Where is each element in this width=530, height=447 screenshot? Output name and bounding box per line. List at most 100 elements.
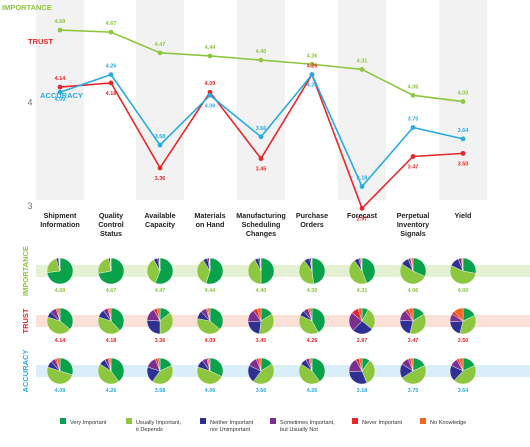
pie-value-label: 4.09 (205, 338, 216, 344)
data-label-trust: 4.14 (55, 76, 67, 82)
series-name-importance: IMPORTANCE (2, 3, 52, 12)
pie-value-label: 4.40 (256, 288, 267, 294)
category-label: Materials (194, 211, 225, 220)
pie-value-label: 4.31 (357, 288, 368, 294)
pie-value-label: 4.06 (205, 388, 216, 394)
category-label: Information (40, 220, 80, 229)
legend-label: Sometimes Important, (280, 420, 335, 426)
pie-value-label: 4.69 (55, 288, 66, 294)
series-point-importance (208, 54, 213, 59)
pie-value-label: 4.67 (106, 288, 117, 294)
series-point-trust (158, 165, 163, 170)
data-label-importance: 4.36 (307, 53, 318, 59)
series-point-accuracy (310, 72, 315, 77)
data-label-trust: 4.18 (106, 91, 117, 97)
series-point-importance (259, 58, 264, 63)
pie-value-label: 3.36 (155, 338, 166, 344)
series-name-accuracy: ACCURACY (40, 91, 83, 100)
legend-label: it Depends (136, 427, 163, 433)
data-label-accuracy: 3.75 (408, 116, 419, 122)
series-point-accuracy (461, 136, 466, 141)
legend-label: Very Important (70, 420, 107, 426)
data-label-trust: 4.26 (307, 64, 318, 70)
series-name-trust: TRUST (28, 37, 53, 46)
legend-swatch (420, 418, 426, 424)
data-label-accuracy: 4.26 (307, 83, 318, 89)
data-label-importance: 4.47 (155, 42, 166, 48)
series-point-importance (411, 93, 416, 98)
data-label-trust: 4.09 (205, 81, 216, 87)
pie-slice (147, 320, 160, 334)
legend-label: Usually Important, (136, 420, 182, 426)
category-label: Quality (99, 211, 123, 220)
column-band (338, 0, 386, 200)
series-point-accuracy (259, 134, 264, 139)
legend-swatch (200, 418, 206, 424)
pie-slice (312, 258, 325, 284)
pie-value-label: 4.06 (408, 288, 419, 294)
series-point-accuracy (411, 125, 416, 130)
data-label-accuracy: 3.18 (357, 176, 368, 182)
y-tick-label: 4 (27, 98, 32, 108)
category-label: Shipment (44, 211, 77, 220)
series-point-accuracy (208, 93, 213, 98)
pie-value-label: 3.18 (357, 388, 368, 394)
pie-row-label: IMPORTANCE (21, 246, 30, 296)
pie-value-label: 4.47 (155, 288, 166, 294)
y-tick-label: 3 (27, 201, 32, 211)
data-label-importance: 4.67 (106, 21, 117, 27)
legend-label: but Usually Not (280, 427, 318, 433)
pie-row-label: ACCURACY (21, 350, 30, 393)
category-label: Capacity (145, 220, 175, 229)
series-point-importance (360, 67, 365, 72)
pie-value-label: 3.45 (256, 338, 267, 344)
pie-value-label: 3.66 (256, 388, 267, 394)
pie-value-label: 4.26 (307, 388, 318, 394)
legend-label: No Knowledge (430, 420, 466, 426)
category-label: Control (98, 220, 124, 229)
series-point-accuracy (360, 184, 365, 189)
pie-value-label: 3.64 (458, 388, 470, 394)
data-label-accuracy: 4.26 (106, 64, 117, 70)
series-point-accuracy (158, 143, 163, 148)
pie-slice (248, 321, 261, 334)
data-label-importance: 4.69 (55, 19, 66, 25)
category-label: Status (100, 229, 122, 238)
series-point-trust (411, 154, 416, 159)
legend-swatch (270, 418, 276, 424)
data-label-accuracy: 4.06 (205, 103, 216, 109)
series-point-trust (58, 85, 63, 90)
series-point-trust (109, 81, 114, 86)
pie-value-label: 3.58 (155, 388, 166, 394)
legend-swatch (352, 418, 358, 424)
pie-value-label: 4.44 (205, 288, 217, 294)
legend-label: Never Important (362, 420, 403, 426)
category-label: Purchase (296, 211, 328, 220)
category-label: Scheduling (242, 220, 281, 229)
legend-label: nor Unimportant (210, 427, 251, 433)
category-label: Inventory (397, 220, 429, 229)
legend-label: Neither Important (210, 420, 254, 426)
series-point-trust (259, 156, 264, 161)
data-label-trust: 3.45 (256, 167, 267, 173)
pie-slice (463, 258, 476, 273)
data-label-trust: 3.47 (408, 164, 419, 170)
category-label: Perpetual (397, 211, 430, 220)
pie-value-label: 4.14 (55, 338, 67, 344)
data-label-accuracy: 3.58 (155, 134, 166, 140)
data-label-trust: 3.36 (155, 176, 166, 182)
category-label: Manufacturing (236, 211, 286, 220)
category-label: on Hand (196, 220, 225, 229)
legend-swatch (126, 418, 132, 424)
pie-value-label: 3.47 (408, 338, 419, 344)
pie-value-label: 3.75 (408, 388, 419, 394)
category-label: Forecast (347, 211, 378, 220)
series-point-importance (109, 30, 114, 35)
data-label-importance: 4.31 (357, 58, 368, 64)
pie-value-label: 4.09 (55, 388, 66, 394)
data-label-trust: 3.50 (458, 161, 469, 167)
category-label: Available (144, 211, 175, 220)
series-point-importance (461, 99, 466, 104)
series-point-trust (360, 206, 365, 211)
series-point-importance (158, 50, 163, 55)
